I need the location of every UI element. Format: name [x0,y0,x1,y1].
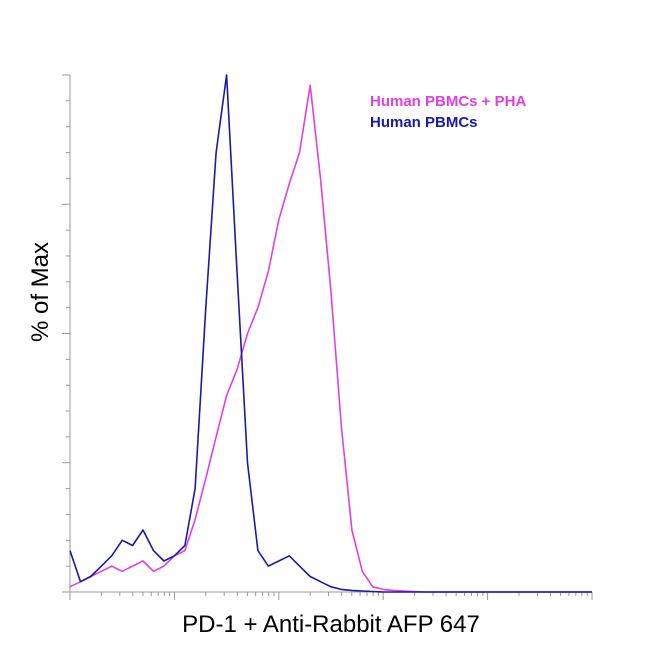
legend-entry-1: Human PBMCs [370,114,478,131]
series-lines [69,74,592,593]
y-axis-title: % of Max [27,242,54,342]
series-line-0 [69,84,592,593]
series-line-1 [69,74,592,593]
legend-entry-0: Human PBMCs + PHA [370,93,526,110]
x-axis-title: PD-1 + Anti-Rabbit AFP 647 [182,611,480,638]
axis-ticks [62,74,593,600]
legend: Human PBMCs + PHA Human PBMCs [370,93,526,131]
